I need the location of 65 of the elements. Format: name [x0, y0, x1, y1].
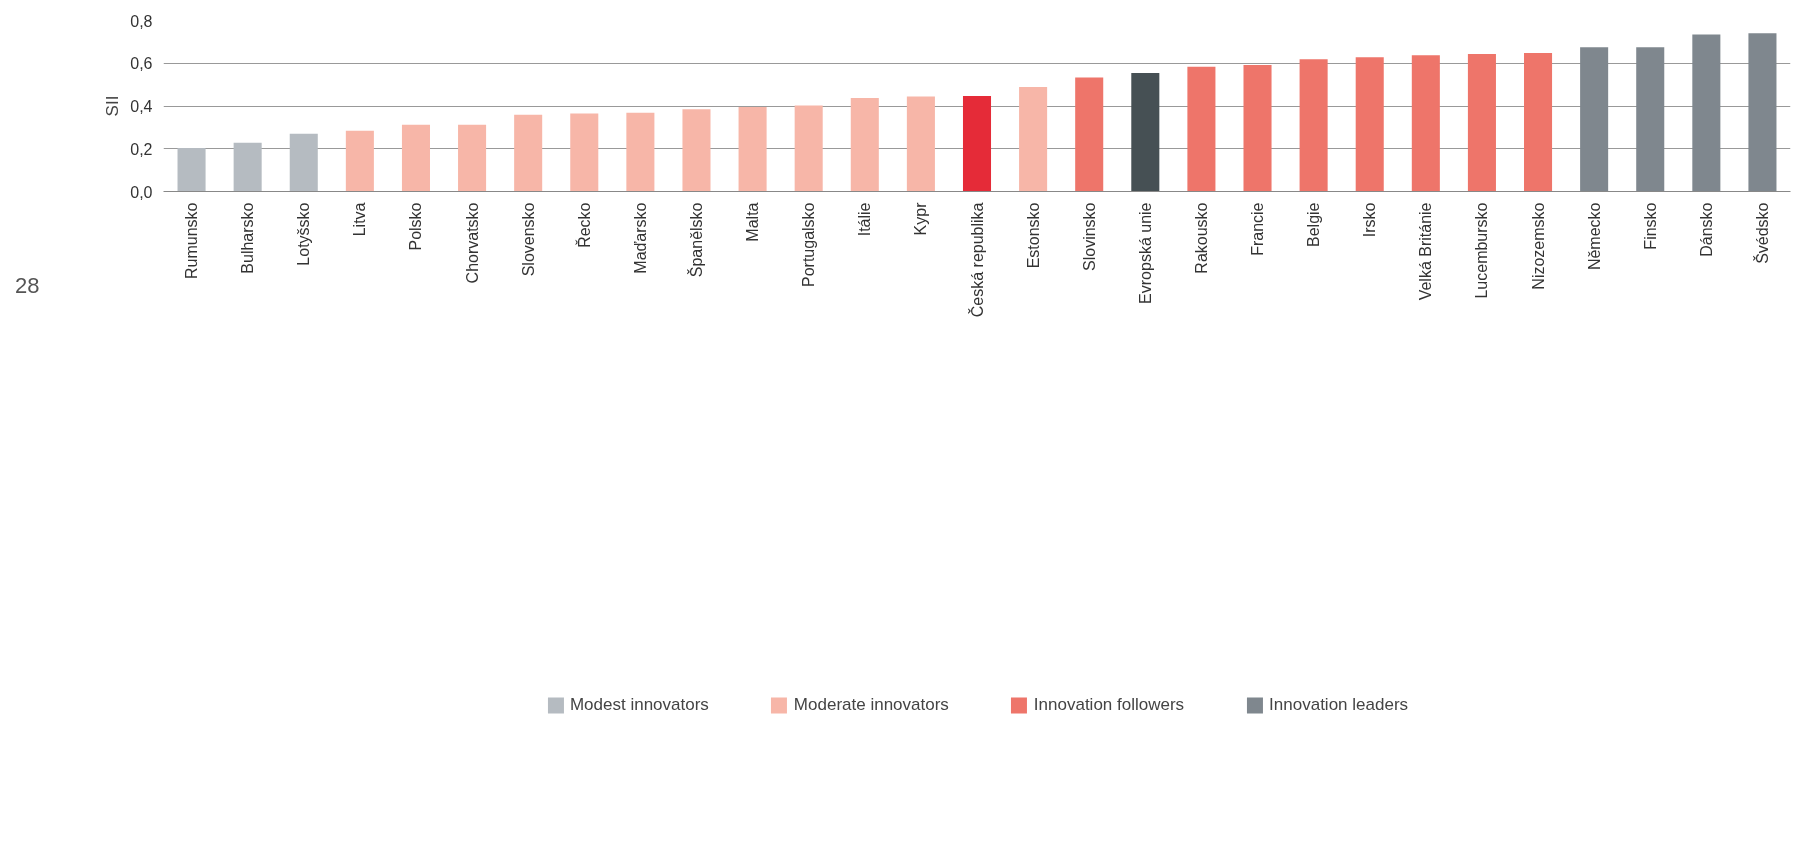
x-tick-label: Portugalsko [800, 202, 818, 287]
x-tick-label: Polsko [407, 202, 425, 251]
legend-label: Innovation followers [1033, 695, 1185, 715]
bar [850, 97, 879, 192]
x-tick-label: Slovensko [519, 202, 537, 277]
bar [906, 96, 935, 192]
bar [345, 130, 374, 192]
y-tick-label: 0,2 [130, 140, 153, 158]
bar [962, 95, 992, 192]
bar [682, 109, 711, 192]
x-tick-label: Francie [1249, 202, 1267, 256]
bar [177, 147, 206, 192]
x-tick-label: Lucembursko [1473, 202, 1491, 299]
bar [1411, 55, 1440, 192]
bar [458, 124, 487, 192]
bar [1467, 54, 1496, 192]
x-tick-label: Chorvatsko [463, 202, 481, 284]
x-tick-label: Velká Británie [1417, 202, 1435, 301]
x-tick-label: Dánsko [1697, 202, 1715, 257]
bar [794, 105, 823, 192]
bar [570, 113, 599, 192]
x-tick-label: Švédsko [1752, 202, 1771, 264]
bar [738, 107, 767, 192]
bar [1243, 64, 1272, 192]
y-tick-label: 0,8 [130, 12, 153, 30]
bar [1131, 73, 1160, 192]
x-tick-label: Rakousko [1192, 202, 1210, 274]
x-tick-label: Litva [351, 202, 369, 237]
y-tick-label: 0,0 [130, 183, 153, 201]
x-tick-label: Belgie [1305, 202, 1323, 247]
bar [233, 142, 262, 192]
bar [1299, 59, 1328, 192]
x-tick-label: Maďarsko [631, 202, 649, 274]
bar [401, 124, 430, 192]
x-tick-label: Španělsko [686, 202, 705, 278]
y-tick-label: 0,6 [130, 55, 153, 73]
x-tick-label: Bulharsko [239, 202, 257, 274]
x-tick-label: Slovinsko [1080, 202, 1098, 271]
bar [1524, 52, 1553, 192]
x-tick-label: Estonsko [1024, 202, 1042, 269]
x-tick-label: Finsko [1641, 202, 1659, 250]
legend-label: Modest innovators [569, 695, 709, 715]
x-tick-label: Itálie [856, 202, 874, 237]
bar [1019, 86, 1048, 192]
bar [1075, 77, 1104, 192]
bar [626, 112, 655, 192]
x-tick-label: Irsko [1361, 202, 1379, 238]
x-tick-label: Česká republika [967, 202, 986, 318]
y-axis-title: SII [103, 95, 123, 117]
x-tick-label: Malta [744, 202, 762, 242]
x-tick-label: Řecko [574, 202, 593, 248]
text: 28 [15, 272, 40, 300]
y-tick-label: 0,4 [130, 98, 153, 115]
bar [514, 114, 543, 192]
x-tick-label: Evropská unie [1136, 202, 1154, 304]
bar [1187, 66, 1216, 192]
x-tick-label: Nizozemsko [1529, 202, 1547, 290]
bar [289, 133, 318, 192]
legend-label: Innovation leaders [1269, 695, 1409, 715]
x-tick-label: Německo [1585, 202, 1603, 271]
bar [1355, 57, 1384, 192]
x-tick-label: Lotyšsko [295, 202, 313, 266]
x-tick-label: Rumunsko [183, 202, 201, 279]
legend-label: Moderate innovators [793, 695, 949, 715]
x-tick-label: Kypr [912, 201, 930, 236]
